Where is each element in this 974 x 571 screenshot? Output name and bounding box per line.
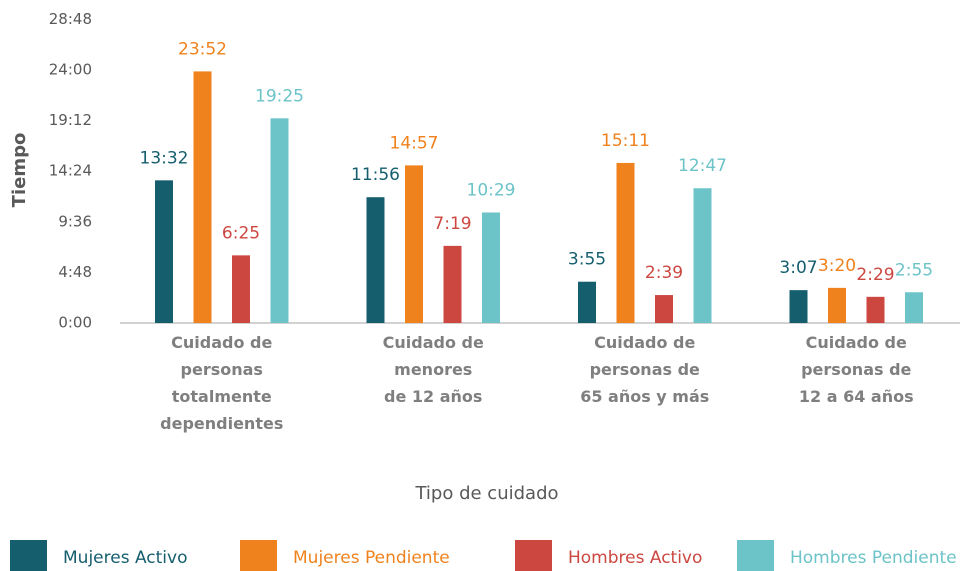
bar xyxy=(193,71,212,324)
value-label: 10:29 xyxy=(467,180,516,200)
bar xyxy=(693,188,712,323)
value-label: 2:29 xyxy=(856,265,894,285)
bar xyxy=(155,180,173,323)
value-label: 3:07 xyxy=(779,258,817,278)
legend-label: Hombres Activo xyxy=(568,548,702,568)
y-axis-title: Tiempo xyxy=(9,133,30,208)
bar xyxy=(405,165,423,323)
value-label: 12:47 xyxy=(678,156,727,176)
value-label: 2:55 xyxy=(895,260,933,280)
value-label: 15:11 xyxy=(601,131,650,151)
bar xyxy=(232,255,250,323)
bar xyxy=(443,245,462,323)
bar xyxy=(655,295,673,323)
bar xyxy=(270,118,289,323)
value-label: 3:55 xyxy=(568,250,606,270)
bar xyxy=(616,162,635,323)
y-tick-label: 19:12 xyxy=(49,111,92,129)
x-tick-label: Cuidado de personas de 65 años y más xyxy=(580,333,709,406)
y-tick-label: 28:48 xyxy=(49,10,92,28)
bar xyxy=(366,197,385,323)
x-tick-label: Cuidado de menores de 12 años xyxy=(383,333,484,406)
y-tick-label: 0:00 xyxy=(58,314,92,332)
x-tick-label: Cuidado de personas de 12 a 64 años xyxy=(799,333,914,406)
value-label: 19:25 xyxy=(255,86,304,106)
y-tick-label: 14:24 xyxy=(49,162,92,180)
value-label: 14:57 xyxy=(390,133,439,153)
value-label: 13:32 xyxy=(140,148,189,168)
y-tick-label: 4:48 xyxy=(58,263,92,281)
x-axis-title: Tipo de cuidado xyxy=(414,483,558,504)
value-label: 6:25 xyxy=(222,223,260,243)
bar xyxy=(789,290,808,323)
legend-swatch xyxy=(737,540,774,571)
bar xyxy=(482,212,500,323)
legend-swatch xyxy=(240,540,277,571)
legend-swatch xyxy=(10,540,47,571)
legend-swatch xyxy=(515,540,552,571)
bar xyxy=(866,296,885,323)
bar xyxy=(905,292,923,323)
value-label: 7:19 xyxy=(433,214,471,234)
legend-label: Mujeres Pendiente xyxy=(293,548,450,568)
value-label: 23:52 xyxy=(178,39,227,59)
x-tick-label: Cuidado de personas totalmente dependientes xyxy=(160,333,283,433)
y-tick-label: 24:00 xyxy=(49,61,92,79)
legend-label: Hombres Pendiente xyxy=(790,548,957,568)
bar xyxy=(828,287,846,323)
bar xyxy=(578,281,596,323)
value-label: 11:56 xyxy=(351,165,400,185)
value-label: 2:39 xyxy=(645,263,683,283)
legend-label: Mujeres Activo xyxy=(63,548,188,568)
y-tick-label: 9:36 xyxy=(58,212,92,230)
value-label: 3:20 xyxy=(818,256,856,276)
